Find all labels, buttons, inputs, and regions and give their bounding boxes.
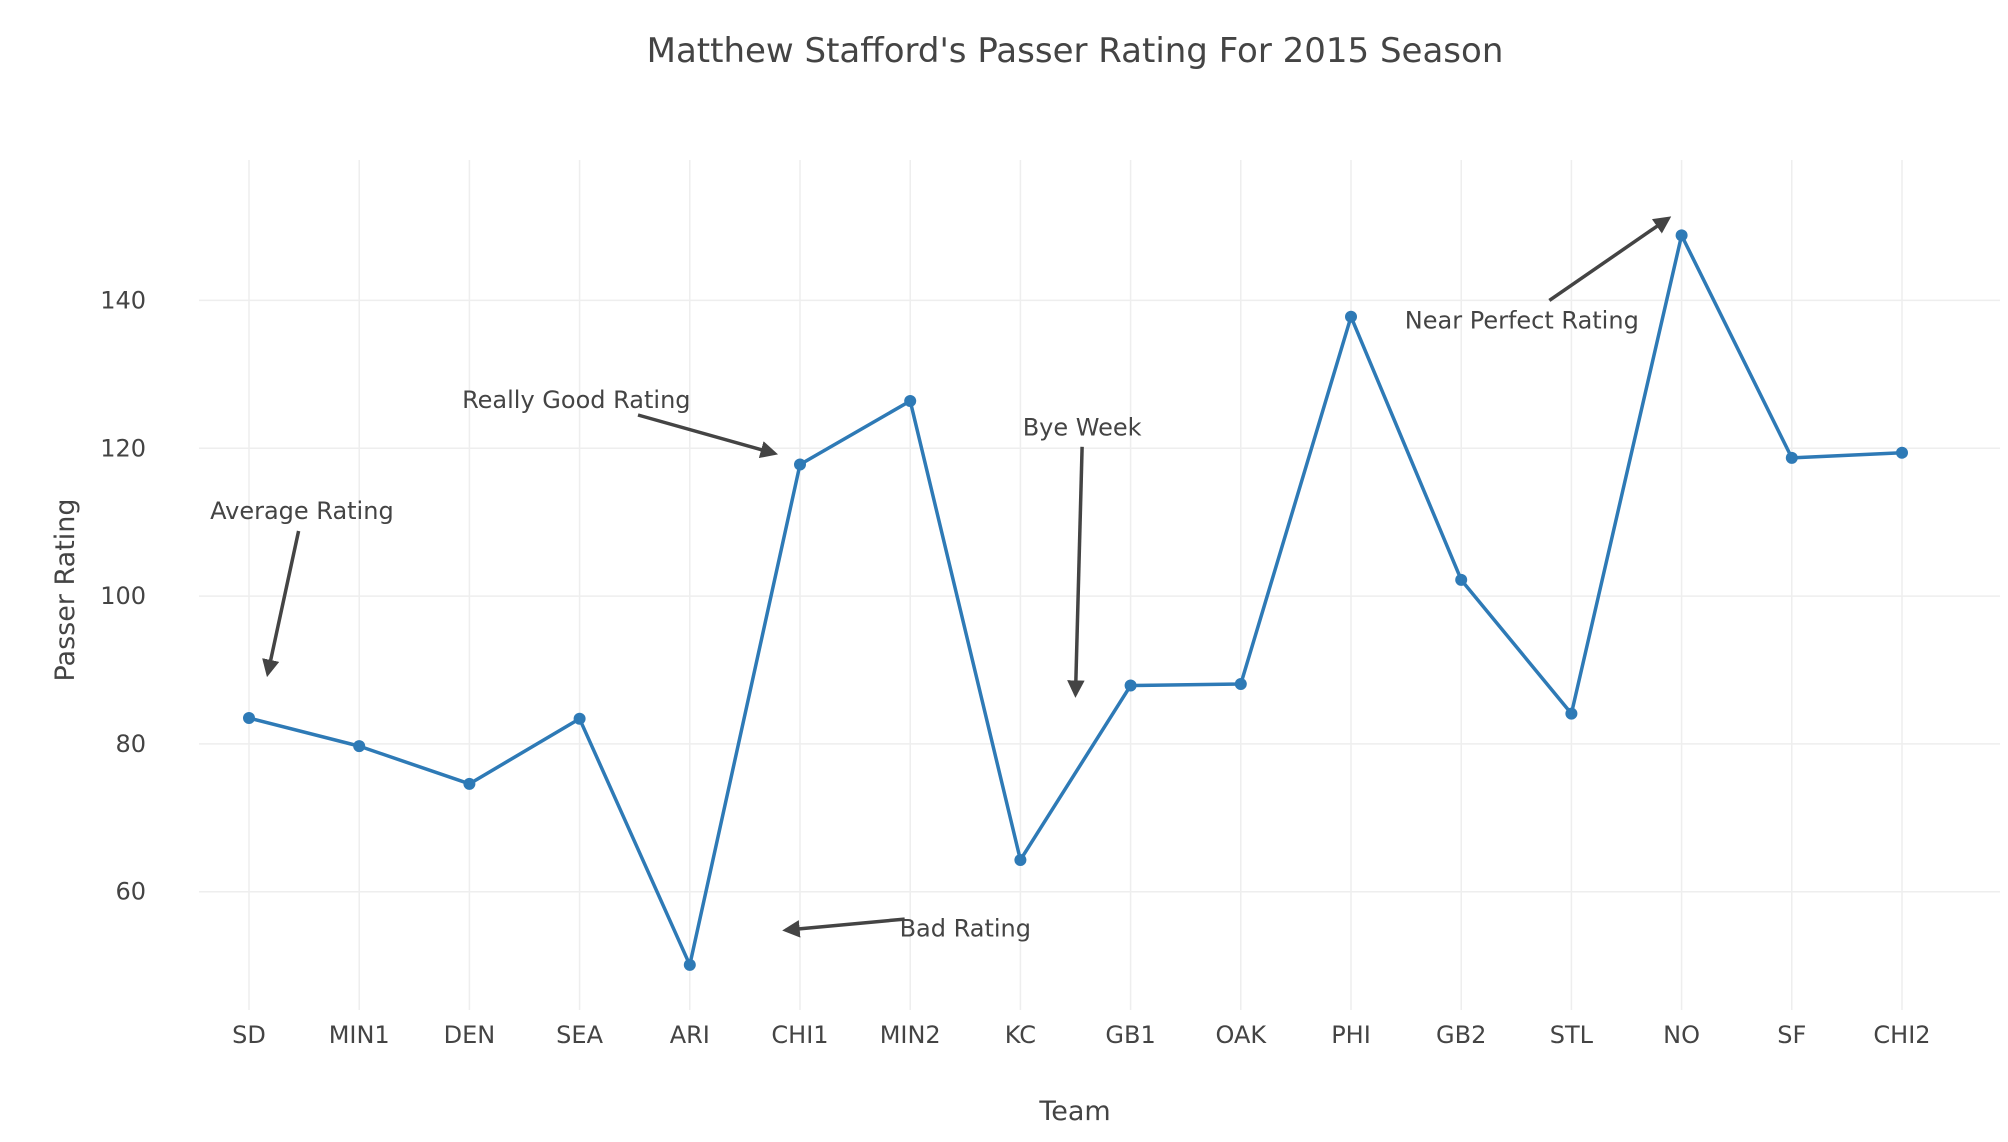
x-tick-label: NO [1663, 1021, 1700, 1049]
data-point [1896, 446, 1908, 459]
x-tick-label: CHI2 [1873, 1021, 1930, 1049]
y-tick-label: 80 [115, 730, 146, 758]
annotation-arrow [1548, 216, 1672, 302]
annotation-arrow [262, 530, 301, 678]
chart-title: Matthew Stafford's Passer Rating For 201… [647, 31, 1504, 71]
annotation-arrow [782, 917, 905, 938]
x-tick-label: MIN2 [880, 1021, 941, 1049]
data-point [573, 712, 586, 725]
data-point [1675, 229, 1688, 242]
data-point [1014, 853, 1027, 866]
data-point [1565, 707, 1578, 720]
x-tick-label: SF [1777, 1021, 1806, 1049]
x-tick-label: KC [1005, 1021, 1036, 1049]
y-tick-label: 100 [100, 582, 146, 610]
x-grid [248, 160, 1903, 1010]
annotation-text: Average Rating [210, 497, 394, 525]
x-tick-label: PHI [1331, 1021, 1371, 1049]
data-point [683, 958, 696, 971]
data-point [243, 712, 255, 725]
y-tick-label: 120 [100, 434, 146, 462]
y-tick-label: 60 [115, 878, 146, 906]
series-group [243, 229, 1908, 971]
x-tick-label: GB1 [1105, 1021, 1155, 1049]
x-tick-label: CHI1 [771, 1021, 828, 1049]
data-point [1124, 679, 1137, 692]
x-tick-label: STL [1550, 1021, 1594, 1049]
y-grid [199, 299, 2000, 893]
x-tick-label: OAK [1215, 1021, 1267, 1049]
annotation-arrow [1067, 446, 1085, 698]
annotation-text: Bye Week [1023, 414, 1142, 442]
y-axis-label: Passer Rating [50, 498, 81, 681]
data-point [463, 777, 476, 790]
data-point [1455, 573, 1468, 586]
data-point [904, 394, 917, 407]
data-point [1234, 678, 1247, 691]
x-axis-label: Team [1038, 1096, 1110, 1127]
data-point [1785, 451, 1798, 464]
x-tick-label: SEA [556, 1021, 603, 1049]
y-axis-ticks: 60 80 100 120 140 [100, 286, 146, 905]
x-tick-label: ARI [670, 1021, 710, 1049]
x-tick-label: GB2 [1436, 1021, 1486, 1049]
y-tick-label: 140 [100, 286, 146, 314]
x-axis-ticks: SD MIN1 DEN SEA ARI CHI1 MIN2 KC GB1 OAK PHI GB2 STL… [232, 1021, 1930, 1049]
annotations: Average Rating Really Good Rating Bye Week… [210, 216, 1672, 943]
annotation-arrow [637, 413, 779, 459]
data-point [1345, 310, 1357, 323]
x-tick-label: SD [232, 1021, 266, 1049]
x-tick-label: DEN [444, 1021, 496, 1049]
data-point [794, 458, 806, 471]
x-tick-label: MIN1 [329, 1021, 390, 1049]
series-line [248, 233, 1903, 967]
annotation-text: Bad Rating [900, 915, 1031, 943]
data-point [353, 740, 366, 753]
annotation-text: Near Perfect Rating [1405, 306, 1639, 334]
annotation-text: Really Good Rating [462, 386, 690, 414]
